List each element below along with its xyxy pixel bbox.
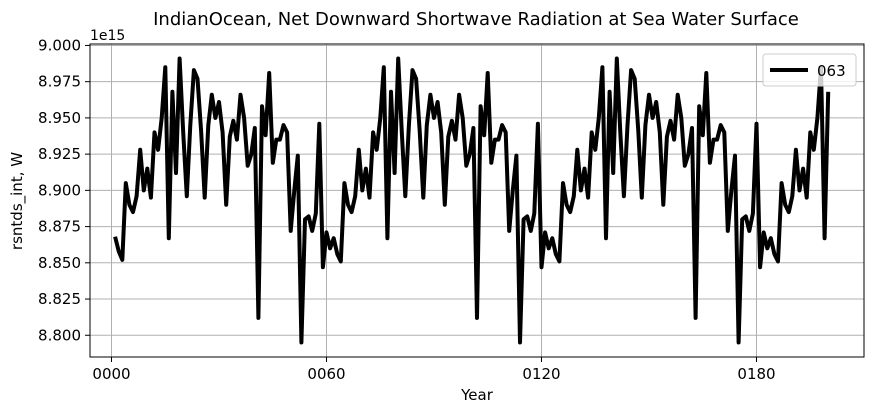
y-tick-label: 8.850 [38, 254, 81, 272]
legend-label: 063 [817, 62, 846, 80]
legend-box [762, 53, 857, 87]
plot-frame [89, 43, 865, 358]
x-axis: 0000 0060 0120 0180 [92, 357, 776, 383]
x-tick-label: 0120 [522, 365, 560, 383]
y-tick-label: 9.000 [38, 36, 81, 54]
series-line-063 [113, 56, 831, 345]
y-tick-label: 8.975 [38, 73, 81, 91]
x-tick-label: 0180 [737, 365, 775, 383]
x-tick-label: 0060 [307, 365, 345, 383]
y-axis-offset-label: 1e15 [90, 28, 125, 44]
series-layer [113, 56, 831, 345]
x-tick-label: 0000 [92, 365, 130, 383]
x-axis-label: Year [460, 386, 494, 404]
y-tick-label: 8.800 [38, 326, 81, 344]
legend: 063 [762, 53, 857, 87]
y-axis: 8.800 8.825 8.850 8.875 8.900 8.925 8.950 8.975… [38, 36, 90, 344]
y-tick-label: 8.875 [38, 218, 81, 236]
y-tick-label: 8.900 [38, 181, 81, 199]
chart-title: IndianOcean, Net Downward Shortwave Radi… [153, 9, 799, 30]
y-tick-label: 8.925 [38, 145, 81, 163]
y-axis-label: rsntds_int, W [8, 152, 27, 250]
y-tick-label: 8.950 [38, 109, 81, 127]
y-tick-label: 8.825 [38, 290, 81, 308]
